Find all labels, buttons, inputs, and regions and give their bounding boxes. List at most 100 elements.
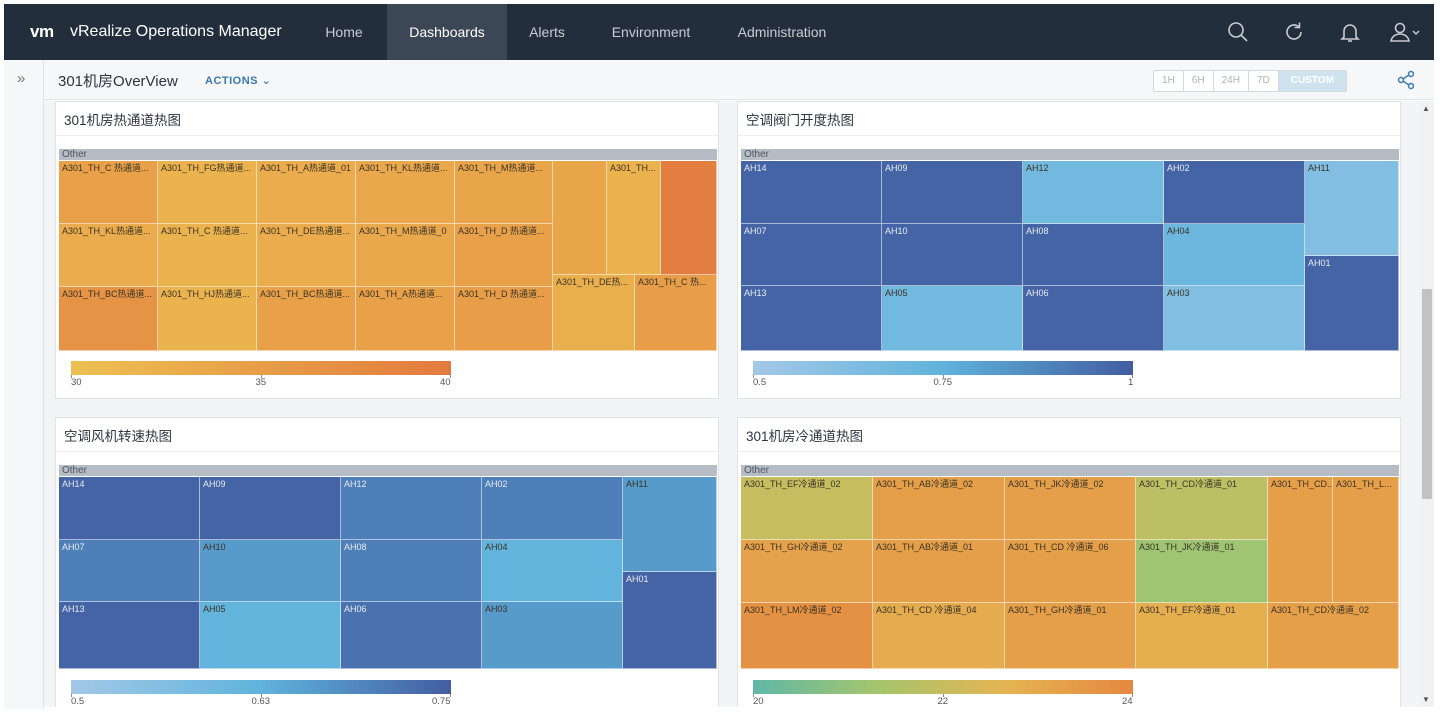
treemap-cell[interactable]: A301_TH_A热通道_01 (257, 161, 356, 224)
range-24h-button[interactable]: 24H (1214, 71, 1249, 91)
treemap-cell[interactable]: A301_TH_AB冷通道_01 (873, 540, 1005, 603)
treemap-cell[interactable]: AH09 (882, 161, 1023, 224)
treemap-cell[interactable]: A301_TH_FG热通道... (158, 161, 257, 224)
sidebar-collapse-rail[interactable]: » (4, 60, 44, 709)
treemap-cell[interactable]: A301_TH_AB冷通道_02 (873, 477, 1005, 540)
search-icon[interactable] (1226, 20, 1250, 44)
treemap-cell[interactable]: A301_TH_M热通道_0 (356, 224, 455, 287)
scrollbar-thumb[interactable] (1422, 289, 1432, 499)
treemap-cell[interactable]: A301_TH_EF冷通道_01 (1136, 603, 1268, 669)
treemap-cell[interactable]: A301_TH_L... (1333, 477, 1399, 603)
treemap-cell-label: AH13 (62, 604, 85, 614)
treemap-cell[interactable]: A301_TH_LM冷通道_02 (741, 603, 873, 669)
nav-home[interactable]: Home (306, 4, 382, 60)
share-icon[interactable] (1396, 70, 1416, 90)
treemap-cell[interactable]: A301_TH_CD冷通道_02 (1268, 603, 1399, 669)
treemap-cell[interactable]: A301_TH_HJ热通道... (158, 287, 257, 351)
treemap-cell[interactable]: AH04 (1164, 224, 1305, 286)
range-7d-button[interactable]: 7D (1249, 71, 1279, 91)
actions-menu-button[interactable]: ACTIONS ⌄ (205, 74, 271, 87)
treemap-cell[interactable]: A301_TH_CD 冷通道_04 (873, 603, 1005, 669)
scroll-up-arrow-icon[interactable]: ▲ (1422, 104, 1430, 113)
treemap-cell[interactable]: A301_TH_C 热通道... (59, 161, 158, 224)
user-icon[interactable] (1388, 20, 1424, 44)
treemap-cell[interactable]: AH07 (59, 540, 200, 602)
bell-icon[interactable] (1338, 20, 1362, 44)
treemap-cell[interactable]: AH03 (482, 602, 623, 669)
treemap-cell[interactable]: A301_TH... (607, 161, 661, 275)
treemap-cell[interactable] (661, 161, 717, 275)
treemap-cell[interactable]: AH05 (882, 286, 1023, 351)
treemap-cell-label: AH02 (485, 479, 508, 489)
treemap-cell[interactable]: AH13 (741, 286, 882, 351)
treemap-cell[interactable]: AH14 (59, 477, 200, 540)
treemap-cell[interactable]: AH10 (882, 224, 1023, 286)
treemap-cell[interactable]: A301_TH_CD... (1268, 477, 1333, 603)
treemap-cell[interactable]: A301_TH_KL热通道... (59, 224, 158, 287)
treemap-cell[interactable]: AH13 (59, 602, 200, 669)
treemap-cell[interactable]: A301_TH_CD 冷通道_06 (1005, 540, 1136, 603)
nav-administration[interactable]: Administration (722, 4, 842, 60)
treemap-cell[interactable] (553, 161, 607, 275)
treemap-cell[interactable]: A301_TH_A热通道... (356, 287, 455, 351)
legend-tick-mark (71, 694, 72, 697)
treemap-cell[interactable]: AH12 (341, 477, 482, 540)
treemap-cell[interactable]: AH11 (1305, 161, 1399, 256)
treemap-cell-label: A301_TH_CD 冷通道_06 (1008, 542, 1109, 552)
treemap-cell[interactable]: AH09 (200, 477, 341, 540)
vmware-logo[interactable]: vm (30, 21, 54, 43)
nav-dashboards[interactable]: Dashboards (387, 4, 507, 60)
treemap-cell[interactable]: A301_TH_GH冷通道_01 (1005, 603, 1136, 669)
treemap-cell[interactable]: AH07 (741, 224, 882, 286)
treemap-cell[interactable]: AH02 (482, 477, 623, 540)
nav-alerts[interactable]: Alerts (512, 4, 582, 60)
treemap-cell[interactable]: A301_TH_BC热通道... (257, 287, 356, 351)
widget-valve-opening-heatmap: 空调阀门开度热图 Other AH14 AH09 AH12 AH02 AH11 AH07 AH… (737, 101, 1401, 399)
treemap-cell[interactable]: AH14 (741, 161, 882, 224)
treemap-cell[interactable]: A301_TH_EF冷通道_02 (741, 477, 873, 540)
treemap-cell[interactable]: AH08 (1023, 224, 1164, 286)
treemap-cell[interactable]: AH01 (623, 572, 717, 669)
treemap-cell[interactable]: A301_TH_BC热通道... (59, 287, 158, 351)
treemap-cell-label: A301_TH_LM冷通道_02 (744, 605, 842, 615)
range-6h-button[interactable]: 6H (1184, 71, 1214, 91)
treemap-cell[interactable]: AH06 (341, 602, 482, 669)
treemap-cell[interactable]: AH10 (200, 540, 341, 602)
treemap-other-group[interactable]: Other (59, 149, 717, 160)
treemap-other-group[interactable]: Other (741, 465, 1399, 476)
treemap-cell[interactable]: A301_TH_D 热通道... (455, 287, 553, 351)
treemap-cell[interactable]: A301_TH_KL热通道... (356, 161, 455, 224)
treemap-cell[interactable]: A301_TH_JK冷通道_01 (1136, 540, 1268, 603)
legend-gradient-bar (753, 680, 1133, 694)
vertical-scrollbar[interactable]: ▲ ▼ (1420, 101, 1434, 707)
treemap-cell[interactable]: AH05 (200, 602, 341, 669)
treemap-cell[interactable]: AH03 (1164, 286, 1305, 351)
treemap-cell[interactable]: AH06 (1023, 286, 1164, 351)
widget-title: 301机房热通道热图 (64, 113, 182, 128)
treemap-cell[interactable]: A301_TH_C 热通道... (158, 224, 257, 287)
treemap-cell[interactable]: A301_TH_D 热通道... (455, 224, 553, 287)
treemap-cell[interactable]: A301_TH_CD冷通道_01 (1136, 477, 1268, 540)
treemap-cell[interactable]: A301_TH_JK冷通道_02 (1005, 477, 1136, 540)
treemap-cell[interactable]: AH12 (1023, 161, 1164, 224)
treemap-cell[interactable]: AH01 (1305, 256, 1399, 351)
treemap-cell[interactable]: A301_TH_GH冷通道_02 (741, 540, 873, 603)
treemap-other-group[interactable]: Other (59, 465, 717, 476)
treemap-cell-label: A301_TH_AB冷通道_01 (876, 542, 974, 552)
treemap-cell[interactable]: AH11 (623, 477, 717, 572)
nav-environment[interactable]: Environment (598, 4, 704, 60)
treemap-cell[interactable]: A301_TH_M热通道... (455, 161, 553, 224)
treemap-cell[interactable]: A301_TH_DE热通道... (257, 224, 356, 287)
expand-sidebar-icon[interactable]: » (17, 70, 26, 87)
refresh-icon[interactable] (1282, 20, 1306, 44)
legend-tick-mark (71, 375, 72, 378)
range-1h-button[interactable]: 1H (1154, 71, 1184, 91)
treemap-cell[interactable]: A301_TH_C 热... (635, 275, 717, 351)
treemap-cell[interactable]: A301_TH_DE热... (553, 275, 635, 351)
treemap-cell[interactable]: AH02 (1164, 161, 1305, 224)
treemap-cell[interactable]: AH04 (482, 540, 623, 602)
range-custom-button[interactable]: CUSTOM (1278, 71, 1346, 91)
treemap-cell[interactable]: AH08 (341, 540, 482, 602)
scroll-down-arrow-icon[interactable]: ▼ (1422, 695, 1430, 704)
treemap-other-group[interactable]: Other (741, 149, 1399, 160)
